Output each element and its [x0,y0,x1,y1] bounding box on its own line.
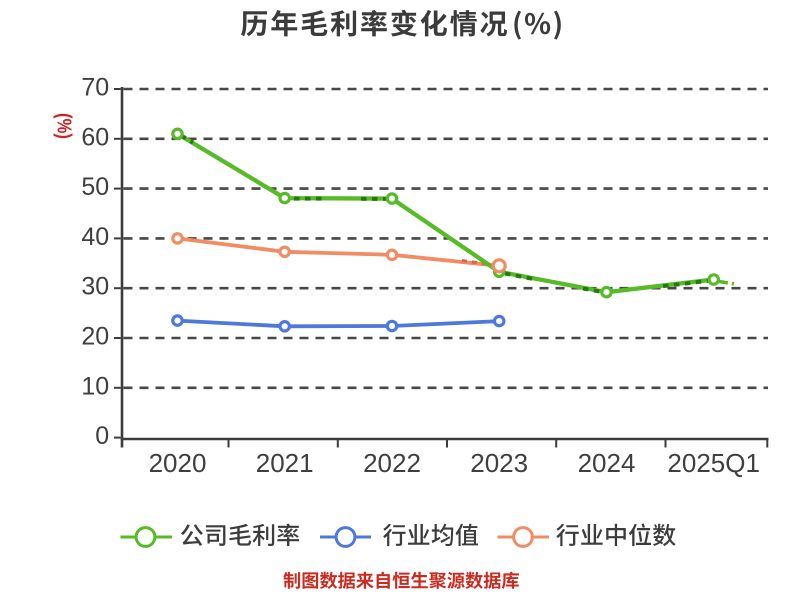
svg-text:10: 10 [81,372,109,400]
svg-text:70: 70 [81,74,109,102]
svg-text:(%): (%) [53,113,76,139]
svg-text:2024: 2024 [578,448,636,478]
svg-text:2023: 2023 [470,448,528,478]
svg-text:2022: 2022 [363,448,421,478]
svg-text:50: 50 [81,173,109,201]
svg-text:30: 30 [81,273,109,301]
svg-text:2021: 2021 [256,448,314,478]
svg-text:20: 20 [81,323,109,351]
svg-text:2025Q1: 2025Q1 [667,448,760,478]
svg-text:40: 40 [81,223,109,251]
svg-text:60: 60 [81,123,109,151]
svg-text:2020: 2020 [149,448,207,478]
svg-text:0: 0 [95,422,109,450]
